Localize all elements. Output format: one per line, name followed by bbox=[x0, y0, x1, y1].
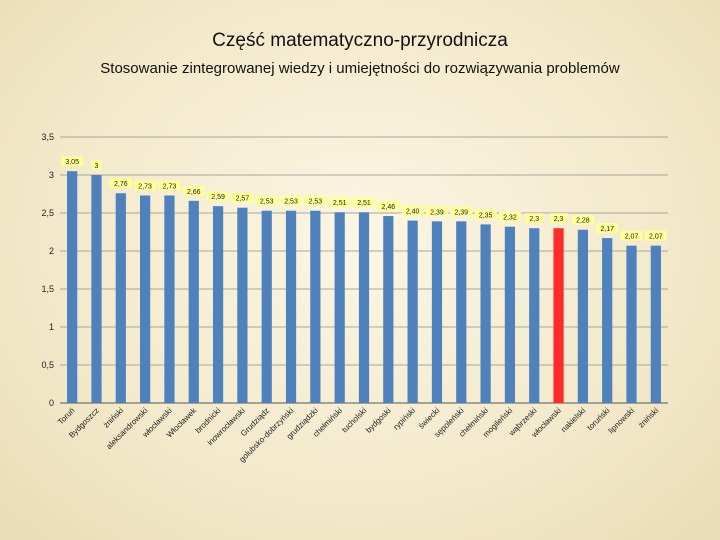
data-label: 2,66 bbox=[187, 189, 201, 196]
bar bbox=[553, 228, 564, 403]
data-label-background bbox=[474, 209, 497, 220]
data-label-background bbox=[158, 180, 181, 191]
category-label: Toruń bbox=[56, 406, 77, 427]
data-label-background bbox=[231, 192, 254, 203]
category-label: bydgoski bbox=[364, 406, 393, 435]
y-axis-ticks: 0 0,5 1 1,5 2 2,5 3 3,5 bbox=[41, 132, 54, 408]
data-label-background bbox=[304, 195, 327, 206]
bar bbox=[480, 224, 491, 403]
bar bbox=[456, 221, 467, 403]
data-label-background bbox=[182, 185, 205, 196]
data-label-background bbox=[134, 180, 157, 191]
bar bbox=[626, 245, 637, 403]
data-label-background bbox=[571, 214, 594, 225]
data-label: 2,59 bbox=[211, 194, 225, 201]
data-label-background bbox=[525, 213, 544, 224]
chart-subtitle: Stosowanie zintegrowanej wiedzy i umieję… bbox=[100, 60, 620, 77]
data-label-background bbox=[620, 230, 643, 241]
data-label: 2,40 bbox=[406, 209, 420, 216]
bar bbox=[115, 193, 126, 403]
bar bbox=[237, 207, 248, 403]
bar bbox=[602, 238, 613, 403]
data-label: 2,3 bbox=[554, 216, 564, 223]
data-label: 2,32 bbox=[503, 215, 517, 222]
data-label: 2,51 bbox=[333, 200, 347, 207]
category-label: rypiński bbox=[392, 406, 418, 432]
category-label: lipnowski bbox=[607, 406, 636, 435]
bar bbox=[650, 245, 661, 403]
data-label: 2,53 bbox=[284, 199, 298, 206]
bar bbox=[91, 175, 102, 403]
bar bbox=[358, 212, 370, 403]
data-label-background bbox=[596, 223, 619, 234]
data-label: 3 bbox=[95, 163, 99, 170]
y-tick-label: 1,5 bbox=[41, 284, 54, 294]
bar bbox=[140, 195, 151, 403]
bar bbox=[261, 210, 272, 403]
y-tick-label: 0 bbox=[49, 398, 54, 408]
data-label: 2,07 bbox=[625, 234, 639, 241]
data-label-background bbox=[255, 195, 278, 206]
data-label: 2,53 bbox=[260, 199, 274, 206]
data-label-background bbox=[328, 197, 351, 208]
data-label-background bbox=[549, 213, 568, 224]
y-tick-label: 2,5 bbox=[41, 208, 54, 218]
bar bbox=[504, 226, 516, 403]
data-label-background bbox=[207, 191, 230, 202]
category-label: żniński bbox=[637, 406, 661, 430]
y-tick-label: 2 bbox=[49, 246, 54, 256]
data-label: 2,3 bbox=[529, 216, 539, 223]
bar bbox=[164, 195, 175, 403]
bar bbox=[334, 212, 345, 403]
data-labels: 3,05 3 2,76 2,73 2,73 2,66 2,59 2,57 2,53 2,53 2,5… bbox=[61, 156, 667, 241]
data-label: 2,76 bbox=[114, 181, 128, 188]
y-tick-label: 3 bbox=[49, 170, 54, 180]
data-label: 2,39 bbox=[454, 209, 468, 216]
data-label: 2,35 bbox=[479, 212, 493, 219]
data-label-background bbox=[450, 206, 473, 217]
data-label-background bbox=[377, 201, 400, 212]
y-tick-label: 1 bbox=[49, 322, 54, 332]
y-tick-label: 0,5 bbox=[41, 360, 54, 370]
bar bbox=[577, 229, 588, 403]
data-label-background bbox=[280, 195, 303, 206]
data-label: 2,53 bbox=[309, 199, 323, 206]
data-label-background bbox=[498, 211, 521, 222]
bar bbox=[310, 210, 321, 403]
data-label: 2,73 bbox=[138, 184, 152, 191]
bars bbox=[67, 171, 661, 403]
bar bbox=[188, 200, 199, 403]
data-label-background bbox=[91, 160, 102, 170]
bar bbox=[431, 221, 443, 403]
bar bbox=[529, 228, 540, 403]
data-label: 2,73 bbox=[163, 184, 177, 191]
data-label: 2,39 bbox=[430, 209, 444, 216]
bar bbox=[67, 171, 78, 403]
data-label-background bbox=[61, 156, 84, 167]
slide-title: Część matematyczno-przyrodnicza bbox=[212, 30, 508, 51]
data-label: 2,28 bbox=[576, 218, 590, 225]
bar bbox=[285, 210, 297, 403]
data-label: 3,05 bbox=[65, 159, 79, 166]
y-tick-label: 3,5 bbox=[41, 132, 54, 142]
data-label: 2,57 bbox=[236, 196, 250, 203]
data-label-background bbox=[425, 206, 448, 217]
category-label: tucholski bbox=[340, 406, 369, 435]
data-label-background bbox=[109, 178, 132, 189]
data-label: 2,46 bbox=[382, 204, 396, 211]
data-label-background bbox=[353, 197, 375, 208]
data-label: 2,07 bbox=[649, 234, 663, 241]
bar bbox=[383, 216, 394, 403]
bar bbox=[212, 206, 224, 403]
data-label-background bbox=[401, 205, 424, 216]
bar bbox=[407, 220, 418, 403]
data-label-background bbox=[644, 230, 667, 241]
data-label: 2,17 bbox=[600, 226, 614, 233]
category-label: nakielski bbox=[559, 406, 587, 434]
data-label: 2,51 bbox=[357, 200, 371, 207]
